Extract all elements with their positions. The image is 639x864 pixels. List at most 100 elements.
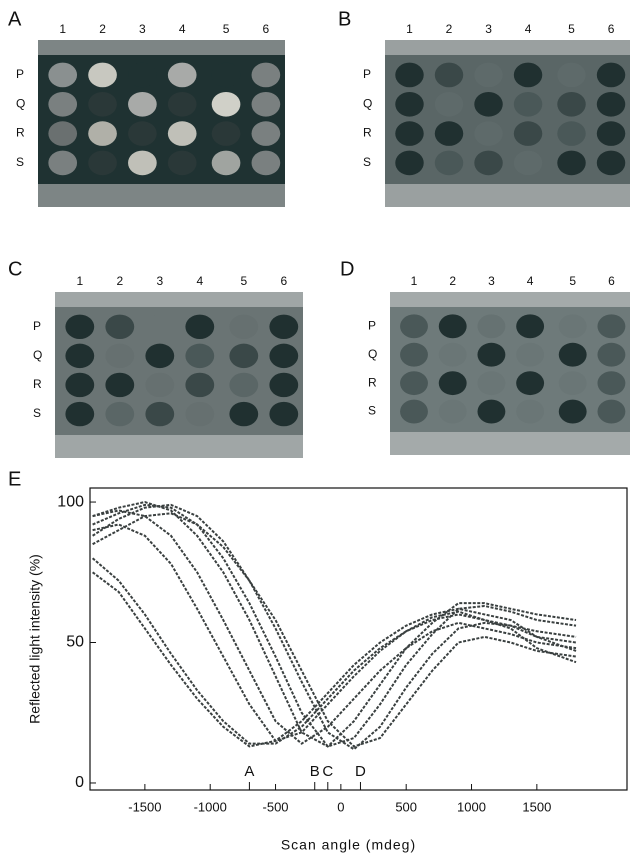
spot — [474, 92, 502, 117]
spot — [400, 343, 428, 367]
spot — [88, 63, 117, 88]
spot — [145, 344, 174, 368]
x-tick-label: 500 — [395, 799, 417, 814]
x-tick-label: -1000 — [194, 799, 227, 814]
spot — [557, 63, 585, 88]
spot — [400, 371, 428, 395]
panel-label: D — [340, 258, 354, 280]
row-label: S — [363, 155, 371, 169]
row-label: P — [33, 319, 41, 333]
row-label: P — [16, 67, 24, 81]
spot — [400, 314, 428, 338]
panel-label: E — [8, 468, 21, 490]
column-label: 5 — [240, 274, 247, 288]
x-tick-label: 1500 — [522, 799, 551, 814]
spot — [128, 151, 157, 176]
row-label: Q — [16, 96, 25, 110]
panel-label: A — [8, 8, 22, 30]
spot — [128, 121, 157, 146]
spot — [559, 314, 587, 338]
column-label: 4 — [525, 22, 532, 36]
column-label: 1 — [411, 274, 418, 288]
column-label: 2 — [449, 274, 456, 288]
spot — [145, 402, 174, 426]
spot — [185, 373, 214, 397]
spot — [269, 344, 298, 368]
spot — [516, 314, 544, 338]
row-label: S — [16, 155, 24, 169]
spot — [229, 315, 258, 339]
spot — [252, 63, 281, 88]
spot — [597, 121, 625, 146]
spot — [559, 371, 587, 395]
spot — [597, 371, 625, 395]
column-label: 1 — [76, 274, 83, 288]
spot — [597, 314, 625, 338]
spot — [474, 121, 502, 146]
column-label: 1 — [406, 22, 413, 36]
column-label: 6 — [608, 22, 615, 36]
annotation: C — [322, 763, 333, 780]
x-axis-label: Scan angle (mdeg) — [281, 837, 416, 853]
row-label: Q — [363, 96, 372, 110]
spot — [252, 151, 281, 176]
row-label: P — [363, 67, 371, 81]
spot — [516, 343, 544, 367]
spot — [65, 373, 94, 397]
row-label: Q — [33, 348, 42, 362]
x-tick-label: -500 — [263, 799, 289, 814]
spot — [229, 402, 258, 426]
spot — [516, 371, 544, 395]
spot — [168, 63, 197, 88]
data-line — [93, 558, 576, 743]
column-label: 4 — [527, 274, 534, 288]
spot — [105, 373, 134, 397]
spot — [514, 151, 542, 176]
spot — [557, 151, 585, 176]
spot — [252, 121, 281, 146]
y-tick-label: 100 — [57, 493, 84, 510]
column-label: 5 — [223, 22, 230, 36]
spot — [395, 92, 423, 117]
row-label: P — [368, 318, 376, 332]
y-axis-label: Reflected light intensity (%) — [27, 554, 43, 724]
spot — [395, 63, 423, 88]
spot — [88, 151, 117, 176]
data-line — [93, 513, 576, 746]
spot — [105, 402, 134, 426]
data-line — [93, 502, 576, 746]
spot — [474, 151, 502, 176]
spot — [145, 373, 174, 397]
x-tick-label: 1000 — [457, 799, 486, 814]
spot — [105, 344, 134, 368]
column-label: 5 — [568, 22, 575, 36]
spot — [597, 400, 625, 424]
spot — [439, 400, 467, 424]
column-label: 6 — [263, 22, 270, 36]
spot — [477, 343, 505, 367]
spot — [88, 121, 117, 146]
spot — [145, 315, 174, 339]
column-label: 1 — [59, 22, 66, 36]
spot — [212, 151, 241, 176]
spot — [557, 92, 585, 117]
annotation: B — [310, 763, 320, 780]
spot — [557, 121, 585, 146]
spot — [65, 315, 94, 339]
spot — [168, 92, 197, 117]
spot — [185, 402, 214, 426]
spot — [514, 121, 542, 146]
spot — [128, 63, 157, 88]
spot — [48, 121, 77, 146]
spot — [269, 315, 298, 339]
spot — [597, 92, 625, 117]
spot — [168, 151, 197, 176]
panel-label: B — [338, 8, 351, 30]
row-label: S — [33, 406, 41, 420]
y-tick-label: 50 — [66, 634, 84, 651]
spot — [212, 92, 241, 117]
column-label: 3 — [485, 22, 492, 36]
spot — [477, 400, 505, 424]
panel-label: C — [8, 258, 22, 280]
